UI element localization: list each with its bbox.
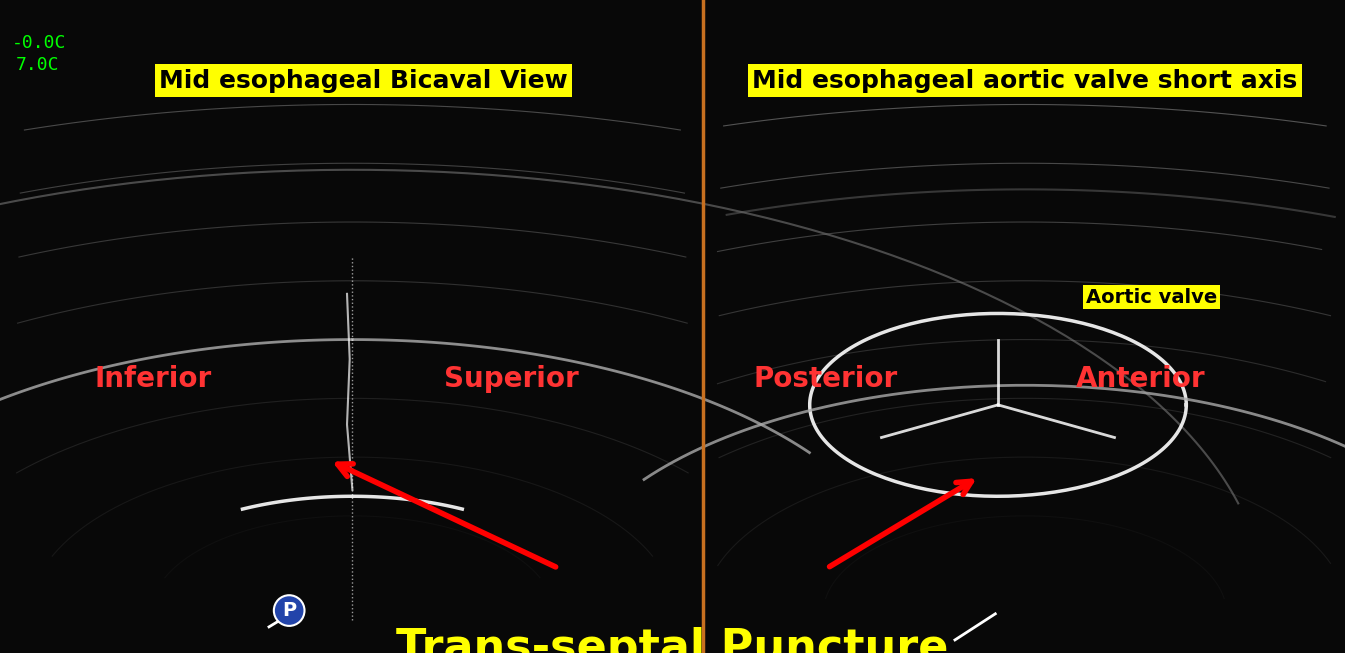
Text: Inferior: Inferior [94,365,211,392]
Text: Posterior: Posterior [753,365,897,392]
Text: Anterior: Anterior [1076,365,1205,392]
Text: 7.0C: 7.0C [16,56,59,74]
Text: P: P [282,601,296,620]
Text: Trans-septal Puncture: Trans-septal Puncture [397,627,948,653]
Text: -0.0C: -0.0C [12,34,66,52]
Text: Mid esophageal Bicaval View: Mid esophageal Bicaval View [159,69,568,93]
Text: Mid esophageal aortic valve short axis: Mid esophageal aortic valve short axis [752,69,1298,93]
Text: Superior: Superior [444,365,578,392]
Bar [0,0,703,653]
Text: Aortic valve: Aortic valve [1085,287,1217,307]
Bar [703,0,1345,653]
